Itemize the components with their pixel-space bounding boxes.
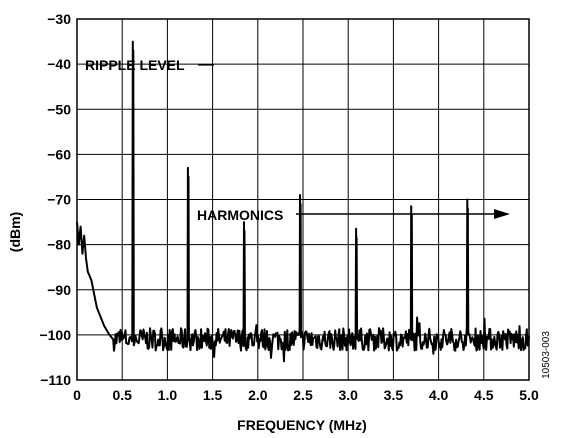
y-tick-label: −80 [47,237,71,253]
grid-lines [76,18,530,381]
y-tick-label: −110 [40,372,71,388]
y-tick-label: −90 [47,282,71,298]
y-tick-label: −30 [47,11,71,27]
harmonics-annotation: HARMONICS [197,207,283,223]
figure-id: 10503-003 [541,331,552,379]
y-tick-label: −50 [47,101,71,117]
harmonics-arrow-head [494,209,510,219]
y-tick-label: −100 [39,327,71,343]
x-tick-label: 5.0 [519,387,539,403]
x-tick-label: 3.5 [384,387,404,403]
x-tick-label: 0 [73,387,81,403]
x-tick-labels: 0 0.5 1.0 1.5 2.0 2.5 3.0 3.5 4.0 4.5 5.0 [73,387,539,403]
x-tick-label: 1.5 [203,387,223,403]
plot-frame [76,18,530,381]
y-tick-label: −40 [47,56,71,72]
y-tick-label: −60 [47,146,71,162]
x-tick-label: 4.5 [474,387,494,403]
x-tick-label: 2.0 [248,387,268,403]
spectrum-trace [76,40,530,363]
x-axis-label: FREQUENCY (MHz) [237,417,367,433]
y-tick-labels: −30 −40 −50 −60 −70 −80 −90 −100 −110 [39,11,71,388]
x-tick-label: 3.0 [338,387,358,403]
x-tick-label: 2.5 [293,387,313,403]
y-tick-label: −70 [47,192,71,208]
x-tick-label: 4.0 [429,387,449,403]
y-axis-label: (dBm) [7,212,23,252]
x-tick-label: 0.5 [112,387,132,403]
x-tick-label: 1.0 [158,387,178,403]
ripple-level-annotation: RIPPLE LEVEL [85,57,185,73]
